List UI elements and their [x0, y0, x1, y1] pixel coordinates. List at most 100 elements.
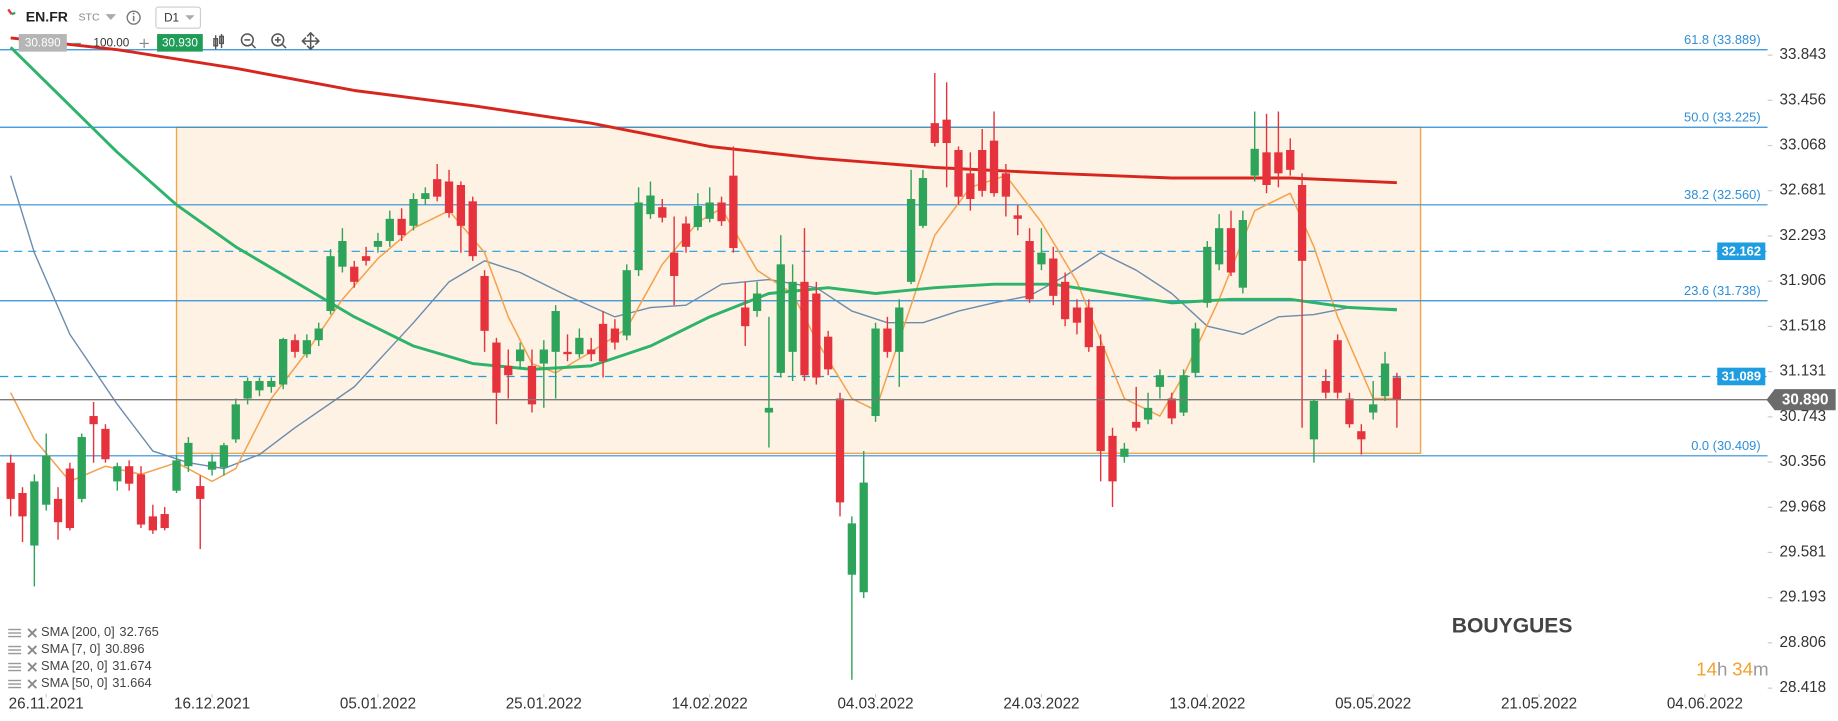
y-tick-label: 33.843 — [1780, 46, 1827, 63]
candle-body — [1037, 252, 1046, 265]
candle-body — [895, 307, 904, 352]
candle-body — [1191, 328, 1200, 373]
y-tick-label: 32.293 — [1780, 227, 1827, 244]
candle-body — [101, 428, 110, 460]
fib-label: 23.6 (31.738) — [1684, 283, 1761, 298]
fib-label: 50.0 (33.225) — [1684, 109, 1761, 124]
candle-body — [847, 523, 857, 575]
candle-body — [681, 223, 691, 247]
candle-body — [587, 349, 596, 355]
candle-body — [1297, 184, 1307, 261]
y-tick-label: 30.356 — [1780, 453, 1827, 470]
x-tick-label: 16.12.2021 — [174, 696, 250, 713]
candle-body — [824, 336, 833, 370]
candle-body — [954, 149, 963, 197]
pan-icon[interactable] — [301, 31, 320, 51]
x-tick-label: 26.11.2021 — [9, 696, 84, 713]
candle-body — [433, 179, 442, 197]
y-tick-label: 28.806 — [1780, 634, 1827, 651]
candle-body — [30, 481, 39, 546]
legend-name: SMA [20, 0] — [41, 658, 108, 673]
candle-body — [883, 328, 892, 352]
symbol[interactable]: EN.FR — [26, 8, 68, 24]
x-tick-label: 14.02.2022 — [672, 696, 748, 713]
legend-value: 32.765 — [119, 624, 158, 639]
source-dropdown[interactable] — [105, 14, 117, 20]
bid-button[interactable] — [18, 34, 67, 52]
candle-body — [1072, 307, 1082, 323]
x-tick-label: 13.04.2022 — [1169, 696, 1245, 713]
candle-body — [800, 281, 809, 376]
bid-price[interactable]: 30.890 — [25, 37, 61, 50]
candle-body — [989, 140, 999, 194]
candle-body — [326, 256, 335, 312]
plot-area — [0, 36, 1768, 680]
candle-body — [942, 119, 951, 143]
interval-select[interactable] — [155, 6, 202, 29]
candle-body — [669, 252, 679, 277]
ask-price[interactable]: 30.930 — [162, 37, 198, 50]
candle-body — [1215, 228, 1224, 265]
zoom-out-icon[interactable] — [240, 33, 257, 49]
fib-label: 61.8 (33.889) — [1684, 32, 1761, 47]
info-icon[interactable] — [126, 10, 141, 25]
candle-body — [729, 175, 738, 249]
y-tick-label: 30.743 — [1780, 408, 1827, 425]
info-icon-dot — [132, 12, 135, 15]
candle-body — [456, 184, 466, 226]
candle-body — [1333, 340, 1342, 393]
candle-body — [397, 218, 406, 236]
candle-body — [551, 311, 560, 352]
countdown-m: m — [1753, 658, 1769, 679]
x-tick-label: 04.06.2022 — [1667, 696, 1743, 713]
candle-body — [421, 193, 430, 199]
interval[interactable]: D1 — [164, 11, 179, 24]
level-label: 31.089 — [1722, 368, 1761, 383]
sma-line — [10, 36, 1397, 185]
fib-label: 38.2 (32.560) — [1684, 187, 1761, 202]
y-tick-label: 29.968 — [1780, 498, 1827, 515]
candle-body — [89, 416, 98, 425]
candle-body — [42, 455, 51, 505]
candle-body — [1262, 152, 1271, 185]
ask-button[interactable] — [157, 34, 203, 52]
level-tag — [1717, 367, 1766, 386]
candle-body — [835, 398, 845, 503]
candle-body — [788, 281, 797, 352]
candle-body — [966, 173, 975, 199]
legend-value: 31.674 — [112, 658, 151, 673]
candle-body — [539, 349, 548, 364]
candle-body — [302, 340, 312, 355]
zoom-in-icon[interactable] — [271, 33, 287, 49]
interval-dropdown[interactable] — [185, 15, 195, 20]
chart-type-icon[interactable] — [213, 34, 225, 50]
candle-body — [1132, 421, 1141, 428]
source[interactable]: STC — [79, 11, 100, 23]
candle-body — [290, 340, 300, 352]
legend-entry: SMA [20, 0] 31.674 — [41, 658, 152, 673]
last-price-tag — [1766, 389, 1836, 411]
countdown-minutes: 34 — [1732, 658, 1753, 679]
candle-body — [1203, 246, 1212, 303]
legend-remove-icon — [27, 662, 38, 672]
candle-body — [6, 462, 15, 499]
fib-label: 0.0 (30.409) — [1691, 438, 1760, 453]
x-tick-label: 21.05.2022 — [1501, 696, 1577, 713]
candle-body — [1392, 377, 1402, 400]
candle-body — [610, 328, 620, 343]
candle-body — [1108, 435, 1117, 482]
candle-body — [527, 365, 537, 405]
candle-body — [1357, 431, 1366, 440]
y-tick-label: 31.518 — [1780, 317, 1827, 334]
candle-body — [930, 123, 939, 143]
candle-body — [906, 198, 916, 282]
legend-remove-icon — [27, 679, 38, 689]
legend-remove-icon — [27, 628, 38, 638]
candle-body — [563, 351, 572, 355]
legend-value: 31.664 — [112, 675, 151, 690]
candle-body — [646, 195, 655, 215]
logo-mark — [11, 11, 16, 16]
volume[interactable]: 100.00 — [93, 37, 129, 50]
